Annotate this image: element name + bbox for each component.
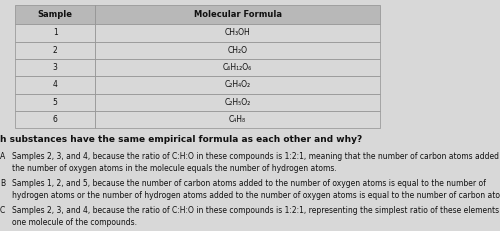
- Text: C: C: [0, 206, 5, 215]
- Text: Samples 1, 2, and 5, because the number of carbon atoms added to the number of o: Samples 1, 2, and 5, because the number …: [12, 179, 486, 188]
- Bar: [15, 42, 96, 59]
- Text: 1: 1: [53, 28, 58, 37]
- Bar: [96, 94, 380, 111]
- Text: hydrogen atoms or the number of hydrogen atoms added to the number of oxygen ato: hydrogen atoms or the number of hydrogen…: [12, 191, 500, 200]
- Bar: [96, 59, 380, 76]
- Bar: [15, 24, 96, 42]
- Bar: [15, 76, 96, 94]
- Text: 2: 2: [53, 46, 58, 55]
- Bar: [96, 76, 380, 94]
- Bar: [96, 24, 380, 42]
- Text: C₄H₈: C₄H₈: [229, 115, 246, 124]
- Text: one molecule of the compounds.: one molecule of the compounds.: [12, 218, 138, 227]
- Bar: [15, 94, 96, 111]
- Text: 3: 3: [52, 63, 58, 72]
- Text: CH₂O: CH₂O: [228, 46, 248, 55]
- Text: the number of oxygen atoms in the molecule equals the number of hydrogen atoms.: the number of oxygen atoms in the molecu…: [12, 164, 337, 173]
- Text: CH₃OH: CH₃OH: [225, 28, 250, 37]
- Text: C₂H₅O₂: C₂H₅O₂: [224, 98, 251, 107]
- Text: 6: 6: [52, 115, 58, 124]
- Text: C₂H₄O₂: C₂H₄O₂: [224, 80, 250, 89]
- Text: 5: 5: [52, 98, 58, 107]
- Text: Samples 2, 3, and 4, because the ratio of C:H:O in these compounds is 1:2:1, mea: Samples 2, 3, and 4, because the ratio o…: [12, 152, 500, 161]
- Text: Molecular Formula: Molecular Formula: [194, 10, 282, 19]
- Bar: [96, 42, 380, 59]
- Text: Sample: Sample: [38, 10, 72, 19]
- Bar: [15, 111, 96, 128]
- Bar: [96, 5, 380, 24]
- Text: 4: 4: [52, 80, 58, 89]
- Text: h substances have the same empirical formula as each other and why?: h substances have the same empirical for…: [0, 135, 362, 144]
- Text: Samples 2, 3, and 4, because the ratio of C:H:O in these compounds is 1:2:1, rep: Samples 2, 3, and 4, because the ratio o…: [12, 206, 500, 215]
- Bar: [96, 111, 380, 128]
- Text: C₆H₁₂O₆: C₆H₁₂O₆: [223, 63, 252, 72]
- Bar: [15, 5, 96, 24]
- Text: A: A: [0, 152, 5, 161]
- Text: B: B: [0, 179, 5, 188]
- Bar: [15, 59, 96, 76]
